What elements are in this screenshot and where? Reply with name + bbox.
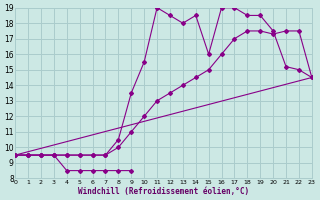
X-axis label: Windchill (Refroidissement éolien,°C): Windchill (Refroidissement éolien,°C): [78, 187, 249, 196]
